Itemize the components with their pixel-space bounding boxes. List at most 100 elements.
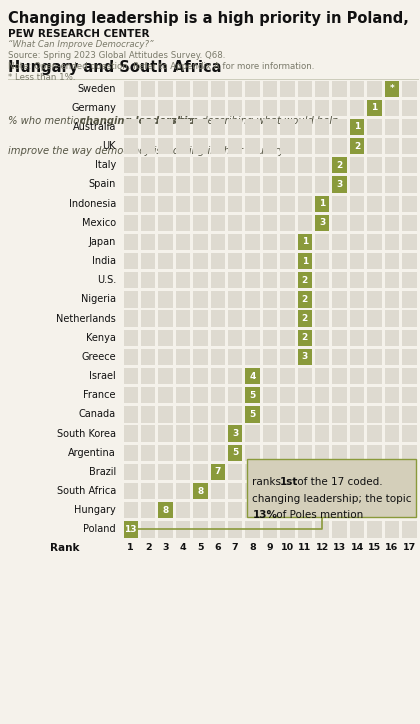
Bar xyxy=(298,272,312,288)
Bar xyxy=(402,119,417,135)
Bar xyxy=(228,119,242,135)
Bar xyxy=(385,272,399,288)
Bar xyxy=(315,502,329,518)
Bar xyxy=(280,119,294,135)
Bar xyxy=(315,80,329,97)
Text: 2: 2 xyxy=(145,544,152,552)
Bar xyxy=(402,100,417,116)
Bar xyxy=(298,311,312,327)
Bar xyxy=(193,253,207,269)
Bar xyxy=(245,445,260,461)
Bar xyxy=(193,445,207,461)
Bar xyxy=(176,100,190,116)
Bar xyxy=(123,521,138,537)
Bar xyxy=(280,157,294,173)
Bar xyxy=(350,272,364,288)
Bar xyxy=(298,253,312,269)
Bar xyxy=(350,177,364,193)
Text: 2: 2 xyxy=(302,333,308,342)
Bar xyxy=(385,311,399,327)
Bar xyxy=(193,483,207,499)
Bar xyxy=(350,234,364,250)
Bar xyxy=(280,368,294,384)
Bar xyxy=(176,272,190,288)
Bar xyxy=(158,291,173,308)
Bar xyxy=(315,119,329,135)
Bar xyxy=(402,157,417,173)
Bar xyxy=(367,119,382,135)
Bar xyxy=(367,521,382,537)
Bar xyxy=(298,483,312,499)
Bar xyxy=(193,483,207,499)
Bar xyxy=(333,502,347,518)
Bar xyxy=(280,138,294,154)
Bar xyxy=(315,311,329,327)
Text: Argentina: Argentina xyxy=(68,447,116,458)
Text: Indonesia: Indonesia xyxy=(69,198,116,209)
Text: 8: 8 xyxy=(249,544,256,552)
Text: Netherlands: Netherlands xyxy=(56,313,116,324)
Bar xyxy=(263,426,277,442)
Bar xyxy=(245,311,260,327)
Bar xyxy=(367,177,382,193)
Bar xyxy=(228,521,242,537)
Bar xyxy=(245,119,260,135)
Bar xyxy=(141,311,155,327)
Bar xyxy=(333,426,347,442)
Bar xyxy=(141,368,155,384)
Text: Poland: Poland xyxy=(84,524,116,534)
Bar xyxy=(158,215,173,231)
Bar xyxy=(245,138,260,154)
Text: Nigeria: Nigeria xyxy=(81,295,116,304)
Bar xyxy=(193,80,207,97)
Bar xyxy=(263,464,277,480)
Bar xyxy=(228,426,242,442)
Bar xyxy=(141,329,155,346)
Bar xyxy=(210,215,225,231)
Bar xyxy=(367,426,382,442)
Bar xyxy=(123,215,138,231)
Bar xyxy=(158,272,173,288)
Bar xyxy=(193,311,207,327)
Bar xyxy=(228,157,242,173)
Text: changing leadership: changing leadership xyxy=(80,116,194,126)
Bar xyxy=(210,272,225,288)
Bar xyxy=(402,234,417,250)
Bar xyxy=(141,100,155,116)
Bar xyxy=(193,329,207,346)
Bar xyxy=(176,329,190,346)
Bar xyxy=(350,100,364,116)
Text: 3: 3 xyxy=(232,429,238,438)
Bar xyxy=(367,100,382,116)
Bar xyxy=(402,177,417,193)
Bar xyxy=(123,329,138,346)
Bar xyxy=(141,272,155,288)
Bar xyxy=(385,234,399,250)
Bar xyxy=(280,234,294,250)
Bar xyxy=(245,387,260,403)
Bar xyxy=(402,445,417,461)
Text: 1: 1 xyxy=(354,122,360,132)
Bar xyxy=(298,253,312,269)
Bar xyxy=(263,502,277,518)
Bar xyxy=(385,445,399,461)
Bar xyxy=(350,119,364,135)
Bar xyxy=(298,234,312,250)
Text: 6: 6 xyxy=(215,544,221,552)
Bar xyxy=(158,426,173,442)
Bar xyxy=(123,119,138,135)
Bar xyxy=(141,521,155,537)
Bar xyxy=(402,329,417,346)
Bar xyxy=(245,368,260,384)
Text: Kenya: Kenya xyxy=(86,333,116,342)
Text: France: France xyxy=(84,390,116,400)
Bar xyxy=(315,387,329,403)
Bar xyxy=(141,138,155,154)
Bar xyxy=(228,234,242,250)
Bar xyxy=(280,311,294,327)
Bar xyxy=(210,464,225,480)
Bar xyxy=(315,195,329,211)
Bar xyxy=(333,272,347,288)
Bar xyxy=(141,464,155,480)
Bar xyxy=(350,483,364,499)
